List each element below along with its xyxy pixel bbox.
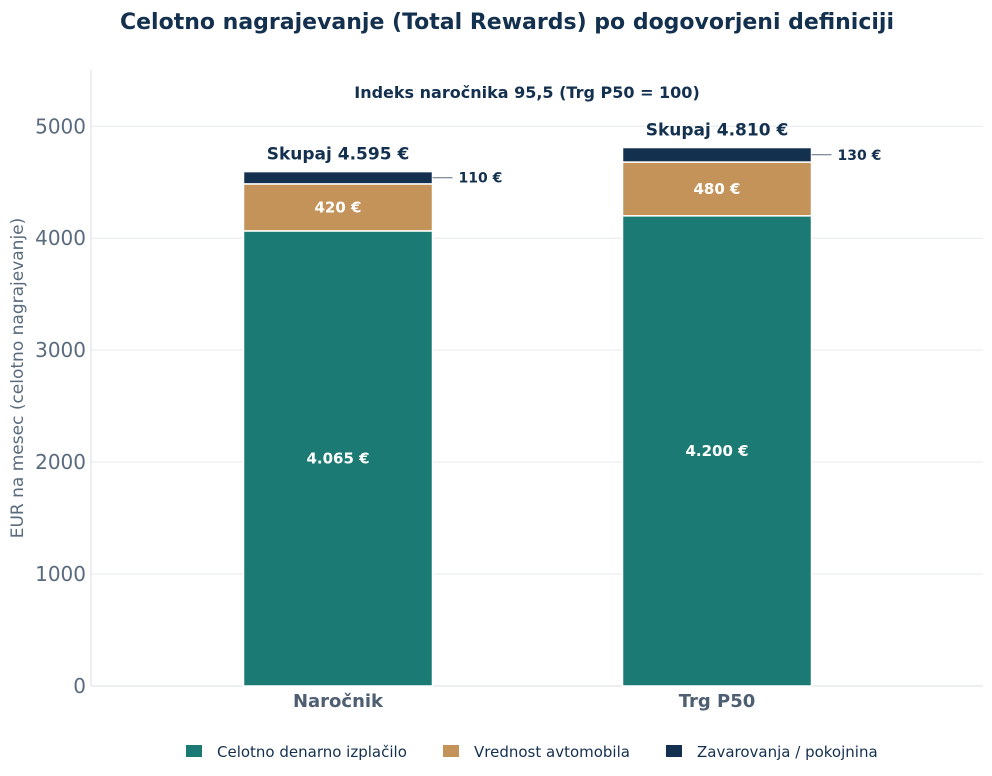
legend-item: Celotno denarno izplačilo xyxy=(186,743,407,761)
y-tick-label: 2000 xyxy=(35,450,86,474)
y-tick-label: 3000 xyxy=(35,338,86,362)
legend-swatch xyxy=(666,745,682,757)
legend-label: Celotno denarno izplačilo xyxy=(217,743,407,761)
y-tick-label: 0 xyxy=(73,674,86,698)
x-tick-label: Trg P50 xyxy=(679,691,756,712)
legend-label: Vrednost avtomobila xyxy=(474,743,630,761)
x-tick-label: Naročnik xyxy=(293,691,384,712)
y-tick-label: 5000 xyxy=(35,114,86,138)
segment-label: 4.065 € xyxy=(306,449,369,467)
legend: Celotno denarno izplačilo Vrednost avtomo… xyxy=(186,743,878,761)
segment-label: 110 € xyxy=(459,171,503,187)
y-tick-label: 1000 xyxy=(35,562,86,586)
total-label: Skupaj 4.595 € xyxy=(267,145,410,165)
legend-item: Vrednost avtomobila xyxy=(443,743,630,761)
segment-label: 4.200 € xyxy=(685,442,748,460)
segment-label: 420 € xyxy=(315,198,362,216)
bar-segment xyxy=(621,215,813,687)
bar-group: 4.065 € 420 € 110 € Skupaj 4.595 € Naročnik xyxy=(242,145,503,712)
bar-segment xyxy=(242,183,434,232)
y-tick-labels: 0 1000 2000 3000 4000 5000 xyxy=(35,114,86,698)
bar-group: 4.200 € 480 € 130 € Skupaj 4.810 € Trg P50 xyxy=(621,121,882,712)
legend-swatch xyxy=(443,745,459,757)
bars: 4.065 €420 €110 €Skupaj 4.595 €Naročnik4… xyxy=(242,121,882,712)
bar-segment xyxy=(621,146,813,163)
y-tick-label: 4000 xyxy=(35,226,86,250)
chart-title: Celotno nagrajevanje (Total Rewards) po … xyxy=(120,10,894,35)
bar-segment xyxy=(242,170,434,185)
segment-label: 130 € xyxy=(838,148,882,164)
index-annotation: Indeks naročnika 95,5 (Trg P50 = 100) xyxy=(354,83,700,102)
bar-segment xyxy=(621,161,813,217)
total-label: Skupaj 4.810 € xyxy=(646,121,789,141)
legend-label: Zavarovanja / pokojnina xyxy=(697,743,878,761)
y-axis-label: EUR na mesec (celotno nagrajevanje) xyxy=(8,218,28,539)
grid-layer xyxy=(91,125,983,575)
legend-item: Zavarovanja / pokojnina xyxy=(666,743,878,761)
segment-label: 480 € xyxy=(694,180,741,198)
bar-segment xyxy=(242,230,434,687)
legend-swatch xyxy=(186,745,202,757)
